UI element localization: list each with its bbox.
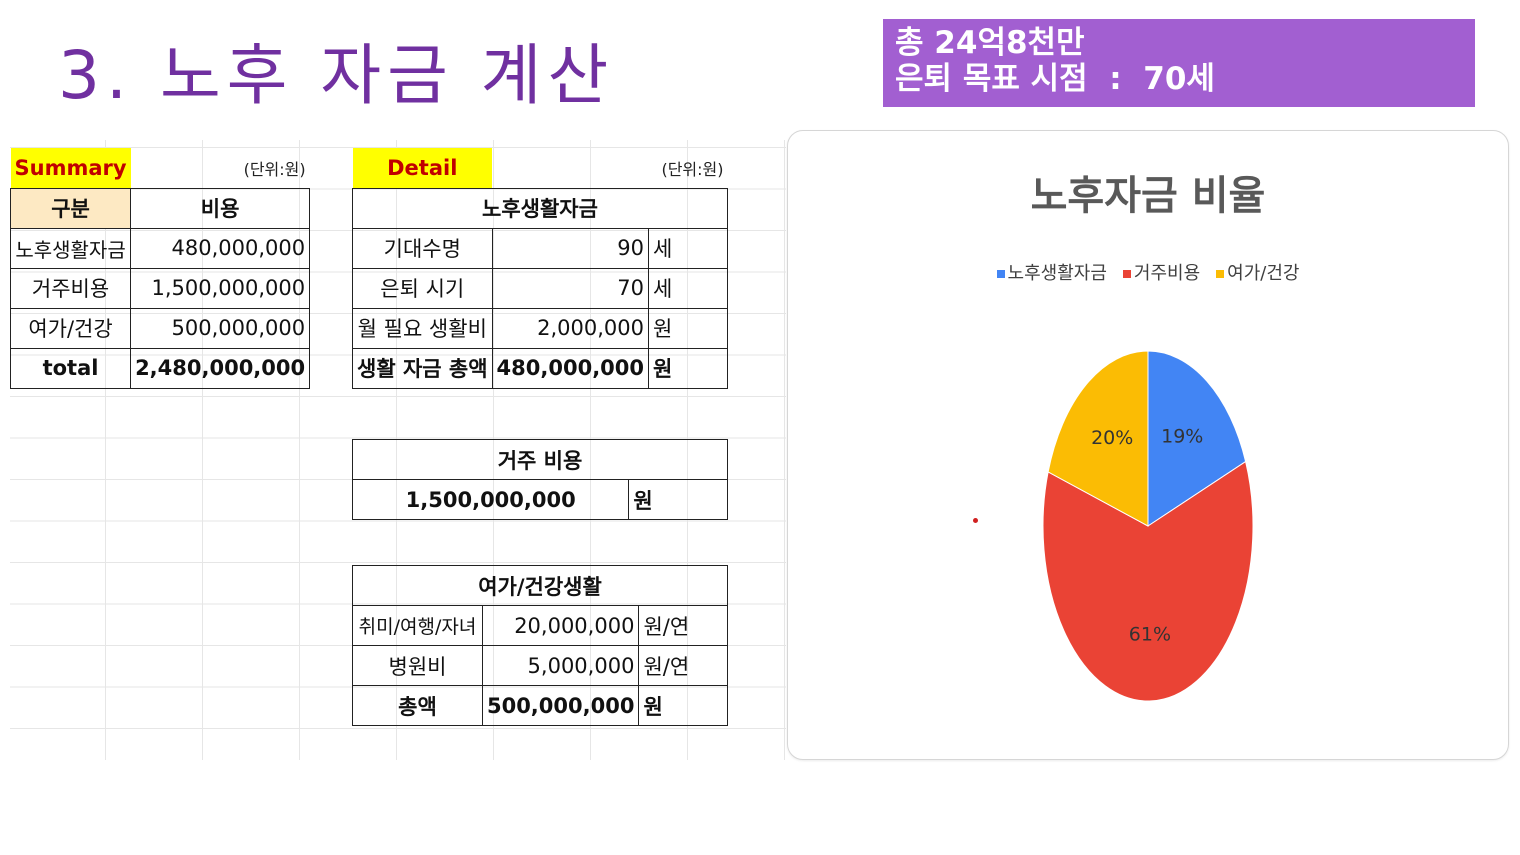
legend-swatch [1122, 270, 1131, 278]
table-row: 1,500,000,000 원 [351, 479, 728, 520]
living-row-label: 월 필요 생활비 [352, 307, 493, 349]
leisure-row-unit: 원/연 [638, 645, 728, 686]
living-total-value: 480,000,000 [491, 347, 650, 389]
table-row: 취미/여행/자녀 20,000,000 원/연 [352, 605, 728, 646]
housing-value: 1,500,000,000 [351, 479, 630, 520]
housing-unit: 원 [628, 479, 728, 520]
summary-unit-label: (단위:원) [243, 159, 306, 179]
summary-row-label: 거주비용 [9, 267, 132, 309]
leisure-section-title: 여가/건강생활 [352, 565, 728, 606]
living-total-unit: 원 [648, 347, 728, 389]
summary-row-label: 여가/건강 [9, 307, 132, 349]
legend-item: 노후생활자금 [996, 259, 1107, 285]
table-row: 노후생활자금 480,000,000 [9, 227, 311, 269]
table-row: 총액 500,000,000 원 [352, 685, 728, 726]
summary-total-label: total [9, 347, 132, 389]
pie-chart: 19% 61% 20% [1042, 350, 1254, 702]
table-row: 병원비 5,000,000 원/연 [352, 645, 728, 686]
pie-data-label-0: 19% [1161, 425, 1203, 447]
detail-living-table: Detail (단위:원) 노후생활자금 기대수명 90 세 은퇴 시기 70 … [352, 148, 728, 389]
summary-row-value: 500,000,000 [130, 307, 311, 349]
pie-chart-card[interactable]: 노후자금 비율 노후생활자금 거주비용 여가/건강 19% 61% 20% [787, 130, 1509, 760]
housing-section-title: 거주 비용 [352, 439, 728, 480]
summary-row-value: 1,500,000,000 [130, 267, 311, 309]
living-row-unit: 세 [648, 227, 728, 269]
living-section-title: 노후생활자금 [352, 187, 728, 229]
living-row-value: 90 [491, 227, 650, 269]
living-row-unit: 원 [648, 307, 728, 349]
leisure-row-value: 20,000,000 [481, 605, 640, 646]
summary-banner: 총 24억8천만 은퇴 목표 시점 : 70세 [883, 19, 1475, 107]
summary-header-cost: 비용 [130, 187, 311, 229]
living-row-label: 기대수명 [352, 227, 493, 269]
pie-slice-2 [1047, 350, 1149, 527]
table-row: 여가/건강 500,000,000 [9, 307, 311, 349]
leisure-row-label: 병원비 [352, 645, 483, 686]
living-total-label: 생활 자금 총액 [352, 347, 493, 389]
summary-row-label: 노후생활자금 [9, 227, 132, 269]
table-row: 은퇴 시기 70 세 [352, 267, 728, 309]
leisure-total-unit: 원 [638, 685, 728, 726]
legend-label: 여가/건강 [1227, 263, 1300, 284]
stray-mark [973, 518, 978, 523]
legend-item: 여가/건강 [1216, 259, 1299, 285]
table-row: 기대수명 90 세 [352, 227, 728, 269]
leisure-total-value: 500,000,000 [481, 685, 640, 726]
table-row: total 2,480,000,000 [9, 347, 311, 389]
chart-title: 노후자금 비율 [1030, 173, 1266, 219]
table-row: 생활 자금 총액 480,000,000 원 [352, 347, 728, 389]
pie-slice-0 [1147, 350, 1247, 527]
detail-tag: Detail [352, 148, 493, 188]
chart-legend: 노후생활자금 거주비용 여가/건강 [788, 259, 1508, 285]
slide-title: 3. 노후 자금 계산 [58, 37, 615, 114]
living-row-unit: 세 [648, 267, 728, 309]
leisure-row-unit: 원/연 [638, 605, 728, 646]
detail-housing-table: 거주 비용 1,500,000,000 원 [351, 439, 728, 520]
living-row-value: 70 [491, 267, 650, 309]
summary-header-category: 구분 [9, 187, 132, 229]
leisure-row-value: 5,000,000 [481, 645, 640, 686]
living-row-value: 2,000,000 [491, 307, 650, 349]
pie-slice-1 [1042, 460, 1254, 702]
table-row: 거주비용 1,500,000,000 [9, 267, 311, 309]
legend-item: 거주비용 [1122, 259, 1201, 285]
summary-total-value: 2,480,000,000 [130, 347, 311, 389]
legend-label: 거주비용 [1133, 263, 1201, 284]
summary-row-value: 480,000,000 [130, 227, 311, 269]
summary-table: Summary (단위:원) 구분 비용 노후생활자금 480,000,000 … [9, 148, 311, 389]
legend-swatch [996, 270, 1005, 278]
legend-label: 노후생활자금 [1007, 263, 1107, 284]
pie-data-label-1: 61% [1129, 623, 1171, 645]
legend-swatch [1216, 270, 1225, 278]
summary-tag: Summary [10, 148, 131, 188]
living-row-label: 은퇴 시기 [352, 267, 493, 309]
detail-leisure-table: 여가/건강생활 취미/여행/자녀 20,000,000 원/연 병원비 5,00… [352, 565, 728, 726]
table-row: 월 필요 생활비 2,000,000 원 [352, 307, 728, 349]
pie-data-label-2: 20% [1091, 427, 1133, 449]
leisure-row-label: 취미/여행/자녀 [352, 605, 483, 646]
detail-unit-label: (단위:원) [661, 159, 724, 179]
leisure-total-label: 총액 [352, 685, 483, 726]
